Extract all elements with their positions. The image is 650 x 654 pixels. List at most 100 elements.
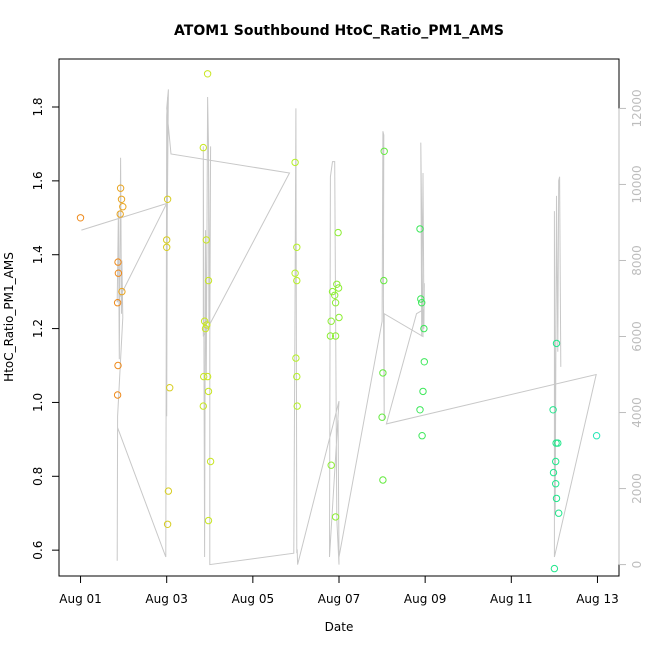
data-point: [420, 358, 428, 366]
data-point: [418, 432, 426, 440]
data-point: [113, 391, 122, 399]
data-point: [327, 317, 335, 325]
data-point: [116, 210, 124, 218]
data-point: [292, 354, 300, 362]
data-point: [418, 299, 426, 307]
y-tick-label: 1.8: [31, 97, 45, 116]
data-point: [163, 236, 171, 244]
data-point: [378, 413, 386, 421]
data-point: [114, 269, 123, 277]
data-point: [293, 276, 301, 285]
data-point: [416, 225, 424, 233]
data-point: [116, 184, 125, 192]
data-point: [326, 332, 335, 340]
data-point: [328, 287, 337, 296]
data-point: [76, 214, 85, 222]
data-point: [331, 299, 340, 307]
x-tick-label: Aug 11: [490, 592, 533, 606]
data-point: [114, 258, 122, 266]
y-tick-label: 1.2: [31, 319, 45, 338]
data-point: [206, 457, 215, 466]
data-point: [200, 372, 208, 381]
x-tick-label: Aug 13: [576, 592, 619, 606]
data-point: [379, 476, 387, 484]
data-point: [166, 384, 174, 392]
data-point: [163, 243, 171, 252]
data-point: [203, 372, 212, 381]
data-point: [549, 468, 558, 477]
y2-tick-label: 4000: [630, 397, 644, 428]
y-tick-label: 1.0: [31, 393, 45, 412]
data-point: [204, 387, 213, 396]
data-point: [417, 295, 425, 303]
data-point: [119, 203, 127, 211]
y2-tick-label: 2000: [630, 473, 644, 504]
data-point: [117, 195, 126, 204]
y-tick-label: 1.4: [31, 245, 45, 264]
data-point: [555, 509, 563, 517]
data-point: [163, 520, 172, 528]
data-point: [331, 513, 340, 521]
data-point: [552, 457, 560, 466]
data-point: [204, 516, 213, 525]
data-point: [291, 269, 299, 277]
y2-tick-label: 6000: [630, 321, 644, 352]
data-point: [163, 195, 172, 204]
y2-tick-label: 10000: [630, 165, 644, 203]
y2-tick-label: 0: [630, 561, 644, 569]
data-point: [552, 494, 561, 503]
data-point: [419, 387, 427, 396]
data-point: [199, 402, 208, 410]
x-tick-label: Aug 09: [404, 592, 447, 606]
data-point: [203, 321, 211, 329]
data-point: [550, 564, 559, 573]
data-point: [164, 487, 173, 495]
data-point: [327, 461, 335, 469]
data-point: [200, 317, 209, 325]
data-point: [334, 284, 343, 292]
data-point: [333, 280, 341, 288]
data-point: [552, 339, 561, 348]
x-tick-label: Aug 03: [145, 592, 188, 606]
y-axis-label: HtoC_Ratio_PM1_AMS: [2, 252, 16, 382]
data-point: [203, 70, 212, 78]
data-point: [291, 158, 299, 167]
data-point: [114, 361, 122, 370]
data-point: [549, 406, 557, 414]
data-point: [293, 372, 301, 381]
data-point: [380, 147, 388, 156]
y-tick-label: 1.6: [31, 171, 45, 190]
data-point: [379, 369, 387, 377]
data-point: [420, 324, 428, 333]
data-point: [552, 480, 560, 488]
y-tick-label: 0.6: [31, 541, 45, 560]
y2-tick-label: 12000: [630, 89, 644, 127]
plot-area: Aug 01 Aug 03 Aug 05 Aug 07 Aug 09 Aug 11 Aug …: [31, 58, 644, 606]
data-point: [416, 406, 424, 414]
chart-title: ATOM1 Southbound HtoC_Ratio_PM1_AMS: [174, 23, 504, 39]
data-point: [204, 276, 213, 285]
x-tick-label: Aug 01: [59, 592, 102, 606]
data-point: [380, 276, 388, 285]
y-tick-label: 0.8: [31, 467, 45, 486]
data-point: [293, 402, 301, 410]
data-point: [331, 291, 339, 299]
data-point: [118, 287, 126, 296]
data-point: [199, 143, 208, 152]
data-point: [335, 313, 343, 322]
data-point: [201, 324, 210, 333]
x-tick-label: Aug 05: [232, 592, 275, 606]
data-point: [202, 236, 211, 244]
data-point: [554, 439, 562, 447]
data-point: [331, 332, 340, 340]
x-tick-label: Aug 07: [318, 592, 361, 606]
x-axis-label: Date: [325, 620, 354, 634]
data-point: [334, 228, 342, 237]
data-point: [592, 432, 601, 440]
y2-tick-label: 8000: [630, 245, 644, 276]
data-point: [113, 299, 122, 307]
data-point: [293, 243, 301, 252]
